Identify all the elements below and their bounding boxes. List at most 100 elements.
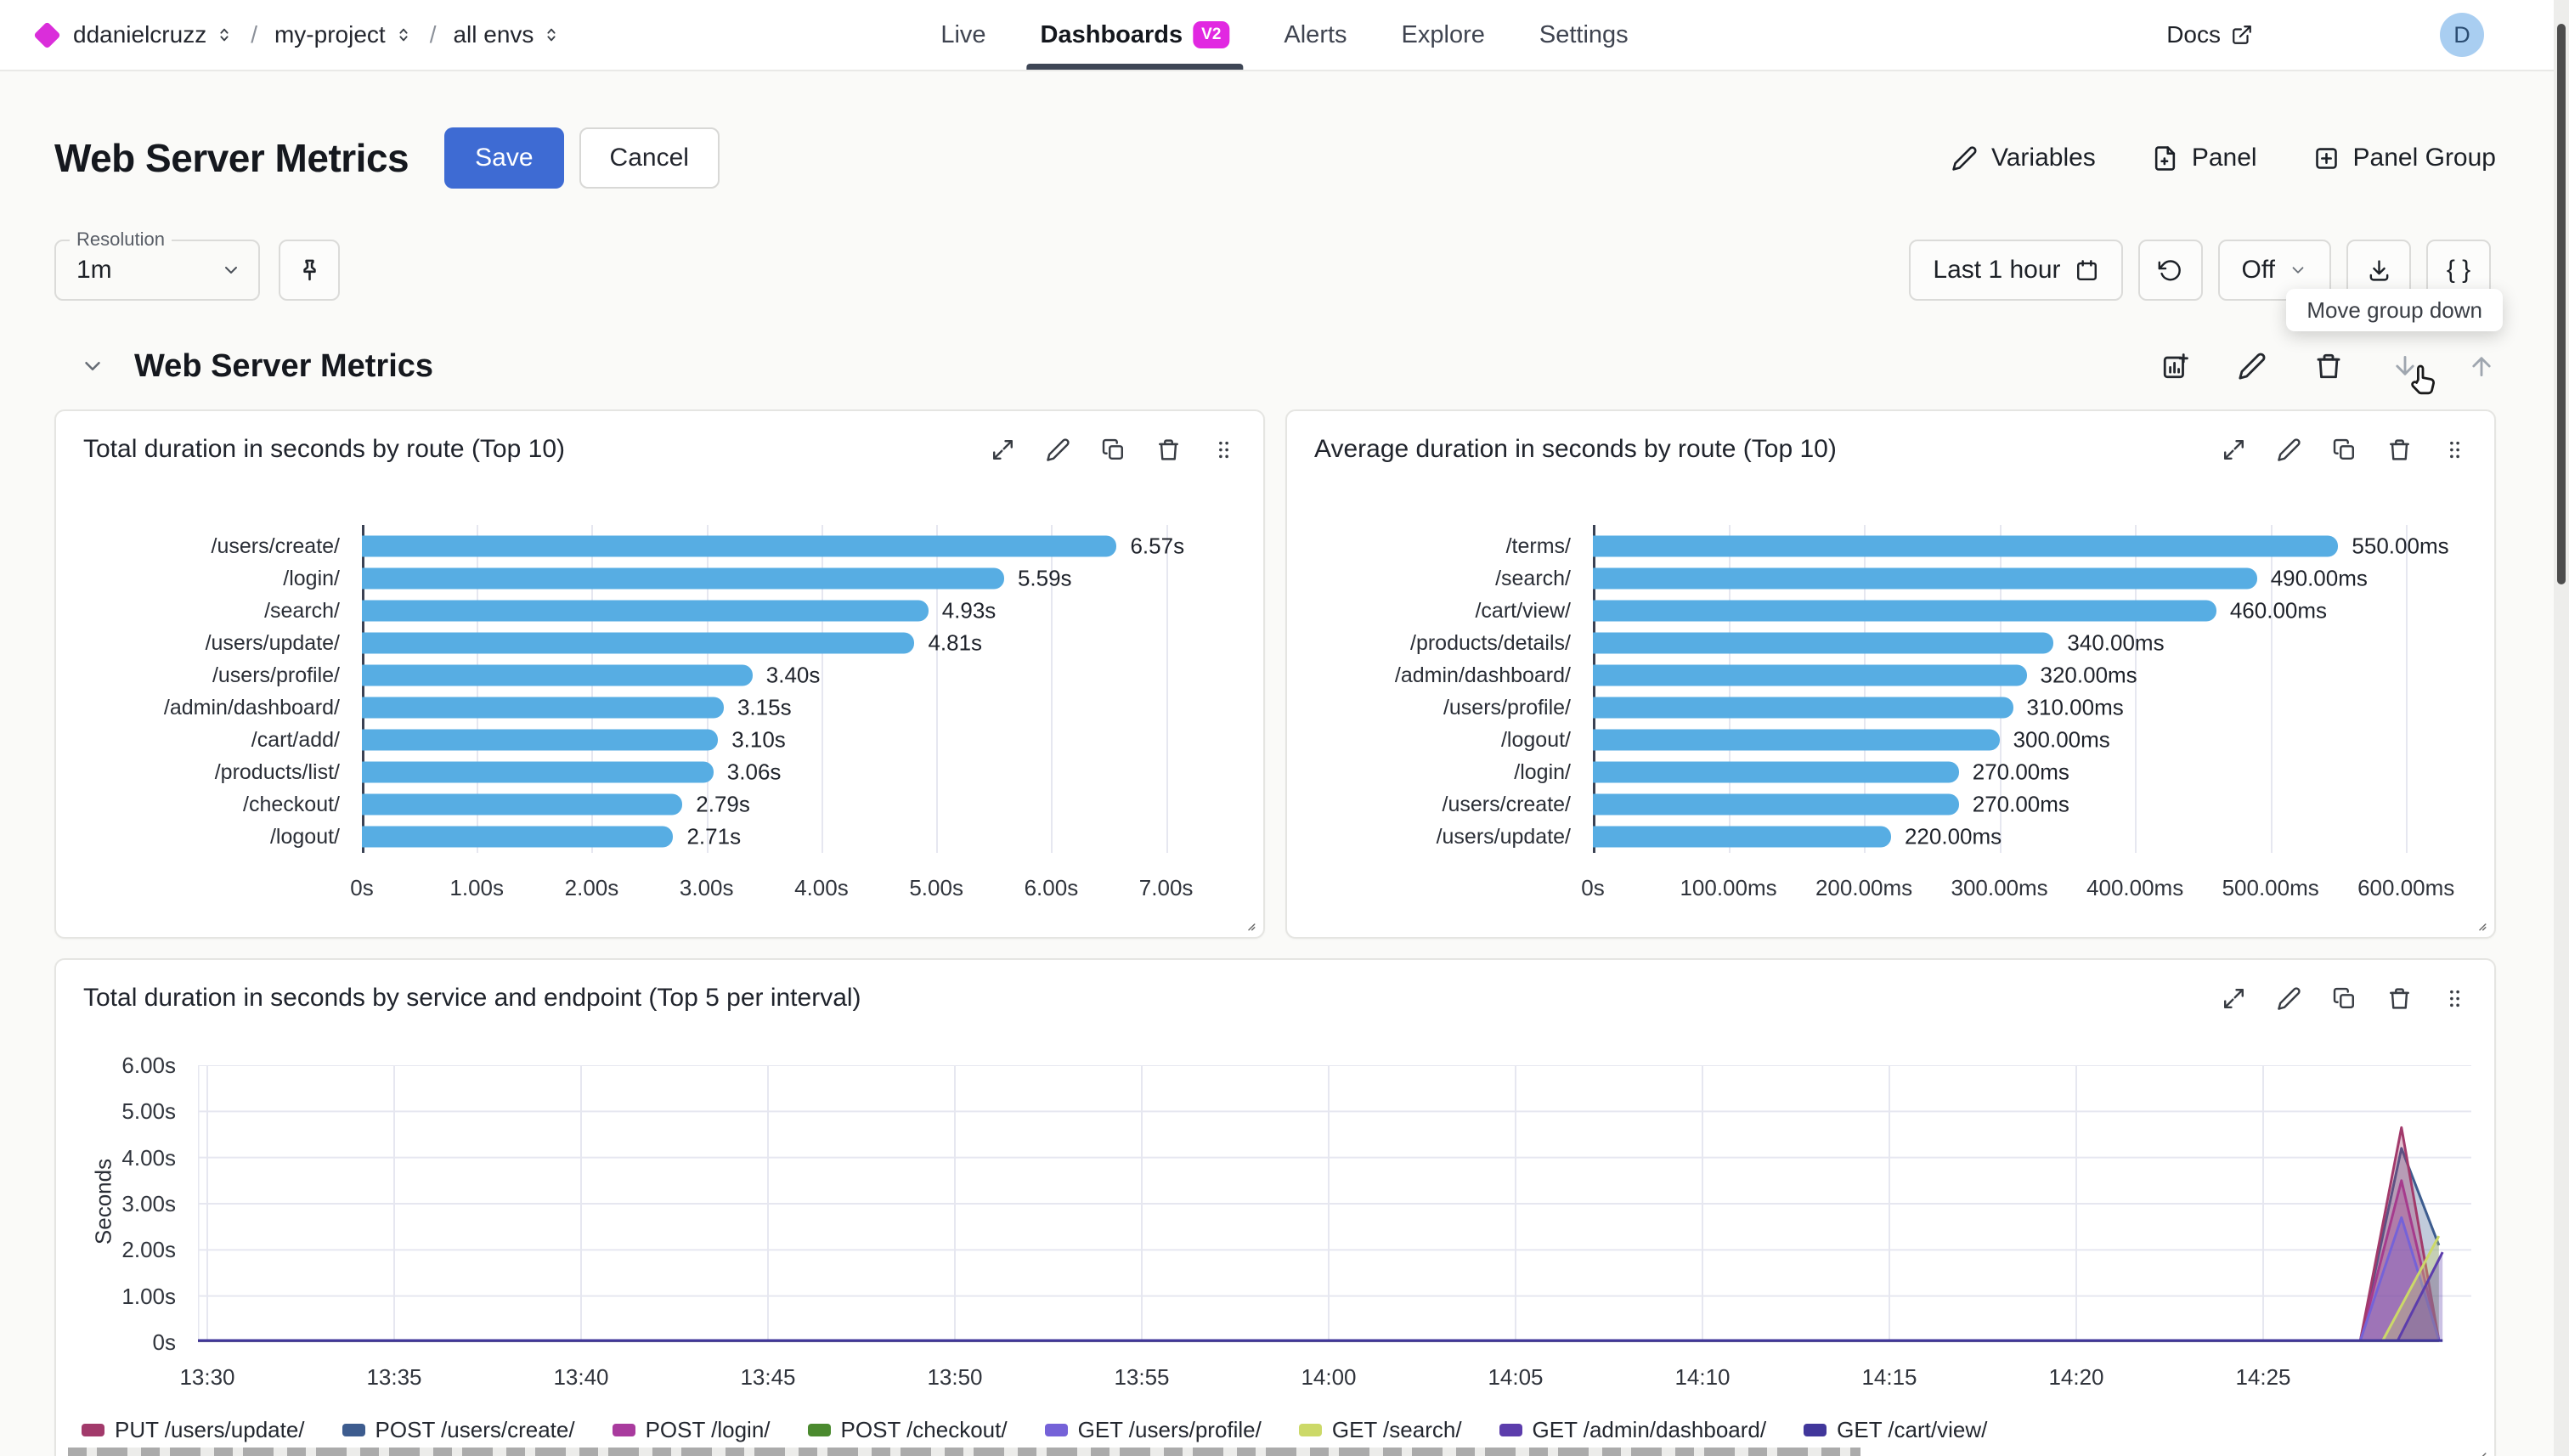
controls-row: Resolution 1m Last 1 hour Off { } — [54, 229, 2491, 302]
pin-button[interactable] — [279, 240, 340, 301]
trash-icon[interactable] — [1156, 437, 1181, 462]
legend-item[interactable]: GET /cart/view/ — [1804, 1417, 1987, 1443]
drag-icon[interactable] — [2442, 437, 2467, 462]
x-tick-label: 200.00ms — [1815, 875, 1913, 900]
breadcrumb-item[interactable]: my-project — [274, 21, 413, 48]
gridline — [2406, 525, 2408, 853]
bar — [1593, 761, 1959, 783]
drag-icon[interactable] — [1211, 437, 1236, 462]
nav-item-live[interactable]: Live — [940, 0, 985, 70]
trash-icon[interactable] — [2314, 352, 2343, 381]
chevron-down-icon — [221, 260, 241, 280]
breadcrumb-item[interactable]: ddanielcruzz — [73, 21, 234, 48]
bar-chart-gridlines — [362, 525, 1229, 853]
nav-item-settings[interactable]: Settings — [1539, 0, 1629, 70]
edit-icon[interactable] — [2277, 986, 2301, 1011]
brand-logo[interactable] — [33, 21, 61, 49]
bar-value-label: 4.81s — [928, 629, 983, 656]
bar — [1593, 567, 2257, 590]
calendar-icon — [2075, 258, 2099, 283]
top-navigation-bar: ddanielcruzz / my-project / all envs Live Das… — [0, 0, 2569, 71]
resize-corner-icon[interactable] — [1241, 917, 1256, 932]
breadcrumb-label: all envs — [453, 21, 534, 48]
cancel-button[interactable]: Cancel — [579, 127, 720, 189]
bar-category-label: /products/details/ — [1410, 630, 1571, 655]
expand-icon[interactable] — [2222, 986, 2246, 1011]
nav-item-explore[interactable]: Explore — [1402, 0, 1485, 70]
bar-value-label: 2.71s — [686, 823, 742, 849]
bar-category-label: /search/ — [264, 598, 340, 623]
collapse-chevron-icon[interactable] — [80, 353, 105, 379]
bar — [362, 793, 683, 815]
bar-value-label: 6.57s — [1130, 533, 1185, 559]
gridline — [1051, 525, 1053, 853]
edit-icon[interactable] — [2238, 352, 2267, 381]
nav-item-dashboards[interactable]: Dashboards V2 — [1026, 0, 1244, 70]
bar-track: 340.00ms — [1593, 627, 2460, 659]
panel-actions — [2222, 986, 2467, 1011]
bar-row: /products/list/3.06s — [82, 756, 1229, 788]
resize-corner-icon[interactable] — [2472, 1446, 2487, 1456]
legend-item[interactable]: POST /checkout/ — [807, 1417, 1008, 1443]
resolution-select[interactable]: Resolution 1m — [54, 229, 260, 301]
avatar[interactable]: D — [2440, 13, 2484, 57]
legend-item[interactable]: GET /users/profile/ — [1044, 1417, 1262, 1443]
bar — [1593, 826, 1891, 848]
x-tick-label: 13:45 — [740, 1364, 796, 1390]
arrow-down-icon[interactable] — [2391, 352, 2419, 381]
docs-link[interactable]: Docs — [2166, 21, 2253, 48]
x-tick-label: 4.00s — [794, 875, 849, 900]
scrollbar-thumb[interactable] — [2557, 24, 2566, 584]
expand-icon[interactable] — [2222, 437, 2246, 462]
panel-header: Total duration in seconds by service and… — [56, 960, 2494, 1031]
expand-icon[interactable] — [991, 437, 1015, 462]
save-button[interactable]: Save — [444, 127, 564, 189]
nav-item-alerts[interactable]: Alerts — [1284, 0, 1347, 70]
panel-header: Average duration in seconds by route (To… — [1287, 411, 2494, 483]
add-chart-icon[interactable] — [2161, 352, 2190, 381]
legend-swatch — [82, 1424, 104, 1436]
resize-corner-icon[interactable] — [2472, 917, 2487, 932]
toolbar-action-panel[interactable]: Panel — [2152, 144, 2257, 172]
bar-value-label: 320.00ms — [2040, 662, 2137, 688]
legend-item[interactable]: POST /users/create/ — [342, 1417, 575, 1443]
refresh-button[interactable] — [2137, 240, 2203, 301]
legend-item[interactable]: POST /login/ — [612, 1417, 771, 1443]
bar-value-label: 3.06s — [726, 759, 782, 785]
plus-square-icon — [2313, 145, 2340, 172]
breadcrumb-item[interactable]: all envs — [453, 21, 561, 48]
bar-track: 310.00ms — [1593, 691, 2460, 724]
bar-chart-x-axis: 0s 1.00s 2.00s 3.00s 4.00s 5.00s 6.00s 7.00s — [350, 866, 1229, 909]
copy-icon[interactable] — [2332, 986, 2357, 1011]
bar-track: 3.06s — [362, 756, 1229, 788]
nav-item-label: Alerts — [1284, 20, 1347, 48]
bar-track: 550.00ms — [1593, 530, 2460, 562]
edit-icon[interactable] — [1046, 437, 1070, 462]
copy-icon[interactable] — [2332, 437, 2357, 462]
x-tick-label: 14:20 — [2048, 1364, 2104, 1390]
toolbar-action-variables[interactable]: Variables — [1951, 144, 2096, 172]
trash-icon[interactable] — [2387, 986, 2412, 1011]
gridline — [477, 525, 479, 853]
edit-icon[interactable] — [2277, 437, 2301, 462]
trash-icon[interactable] — [2387, 437, 2412, 462]
arrow-up-icon[interactable] — [2467, 352, 2496, 381]
bar-value-label: 3.15s — [737, 694, 792, 720]
legend-item[interactable]: PUT /users/update/ — [82, 1417, 305, 1443]
bar-track: 4.93s — [362, 595, 1229, 627]
bar-value-label: 490.00ms — [2270, 565, 2368, 591]
breadcrumb-separator: / — [429, 21, 437, 48]
time-range-button[interactable]: Last 1 hour — [1909, 240, 2123, 301]
breadcrumb-separator: / — [251, 21, 257, 48]
copy-icon[interactable] — [1101, 437, 1126, 462]
bar — [362, 729, 719, 751]
x-tick-label: 13:30 — [179, 1364, 235, 1390]
vertical-scrollbar[interactable] — [2554, 0, 2569, 1456]
bar-row: /checkout/2.79s — [82, 788, 1229, 821]
toolbar-action-panel-group[interactable]: Panel Group — [2313, 144, 2496, 172]
drag-icon[interactable] — [2442, 986, 2467, 1011]
legend-item[interactable]: GET /admin/dashboard/ — [1499, 1417, 1766, 1443]
download-icon — [2367, 258, 2391, 283]
legend-item[interactable]: GET /search/ — [1298, 1417, 1462, 1443]
